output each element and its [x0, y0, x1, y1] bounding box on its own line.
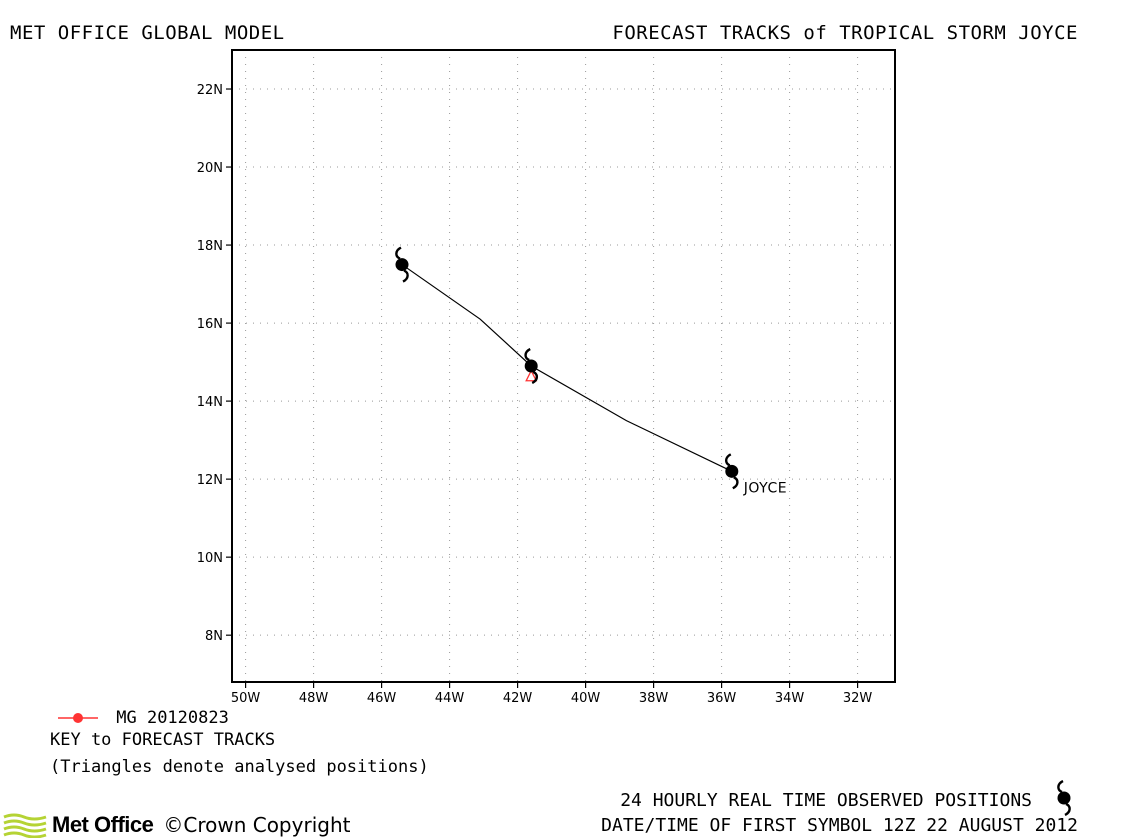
analysed-position-triangle [525, 369, 538, 382]
lat-tick-label: 16N [197, 317, 223, 332]
map-frame [231, 49, 896, 683]
lat-tick-label: 12N [197, 473, 223, 488]
copyright-text: ©Crown Copyright [163, 813, 351, 837]
storm-symbol [394, 246, 410, 283]
lon-tick-label: 34W [775, 691, 805, 706]
lon-tick-label: 38W [639, 691, 669, 706]
observed-track: JOYCE [401, 264, 787, 496]
storm-symbol [523, 348, 539, 384]
legend-red-line-icon [58, 713, 98, 723]
lon-tick-label: 48W [299, 691, 329, 706]
lat-tick-label: 10N [197, 551, 223, 566]
storm-symbol-icon [1056, 780, 1072, 816]
legend-track-name: MG 20120823 [116, 708, 229, 728]
lon-tick-label: 50W [231, 691, 261, 706]
forecast-tracks [525, 369, 538, 382]
storm-symbols [394, 246, 740, 490]
legend-forecast-entry: MG 20120823 [56, 708, 229, 728]
met-office-logo: Met Office ©Crown Copyright [2, 812, 350, 838]
grid-lines [232, 50, 895, 682]
lon-tick-label: 46W [367, 691, 397, 706]
lat-tick-label: 14N [197, 395, 223, 410]
axis-ticks: 50W 48W 46W 44W 42W 40W 38W 36W 34W 32W 8N 10N 12N 14… [197, 83, 873, 706]
storm-symbol [724, 453, 740, 490]
brand-name: Met Office [52, 812, 154, 837]
first-symbol-datetime: DATE/TIME OF FIRST SYMBOL 12Z 22 AUGUST … [601, 815, 1078, 836]
lon-tick-label: 42W [503, 691, 533, 706]
observed-track-line [401, 264, 733, 472]
model-title: MET OFFICE GLOBAL MODEL [10, 22, 285, 44]
observed-positions-label: 24 HOURLY REAL TIME OBSERVED POSITIONS [620, 790, 1032, 811]
lon-tick-label: 36W [707, 691, 737, 706]
lat-tick-label: 8N [205, 629, 223, 644]
lon-tick-label: 44W [435, 691, 465, 706]
lat-tick-label: 18N [197, 239, 223, 254]
lon-tick-label: 40W [571, 691, 601, 706]
lon-tick-label: 32W [843, 691, 873, 706]
storm-name-label: JOYCE [743, 480, 787, 496]
chart-title: FORECAST TRACKS of TROPICAL STORM JOYCE [612, 22, 1078, 44]
lat-tick-label: 22N [197, 83, 223, 98]
lat-tick-label: 20N [197, 161, 223, 176]
met-office-wave-icon [3, 813, 47, 838]
legend-key-note: (Triangles denote analysed positions) [50, 757, 429, 777]
legend-key-title: KEY to FORECAST TRACKS [50, 730, 276, 750]
